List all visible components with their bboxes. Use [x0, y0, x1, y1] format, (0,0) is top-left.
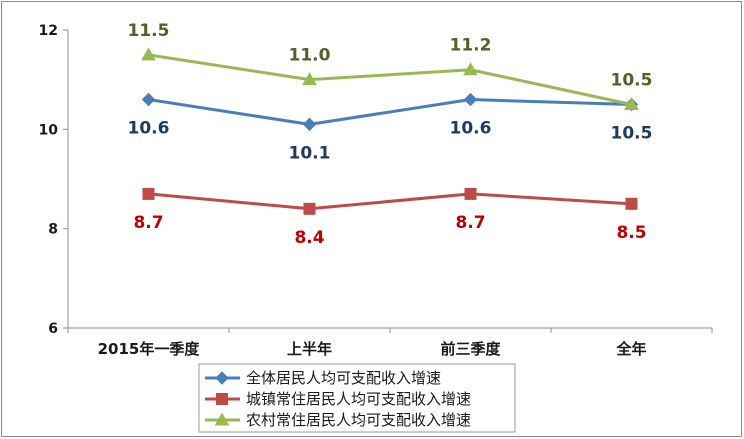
data-label: 10.5 — [611, 124, 653, 144]
series-point — [142, 187, 155, 200]
legend-label: 城镇常住居民人均可支配收入增速 — [246, 390, 471, 408]
series-point — [624, 96, 639, 110]
series-point — [302, 117, 317, 132]
y-tick-label: 6 — [48, 321, 58, 337]
data-label: 10.1 — [289, 143, 331, 163]
data-label: 11.0 — [289, 46, 331, 66]
legend-label: 农村常住居民人均可支配收入增速 — [246, 411, 471, 429]
legend-marker — [214, 412, 230, 426]
series-1 — [141, 92, 639, 132]
series-point — [625, 197, 638, 210]
series-point — [463, 92, 478, 107]
data-label: 8.4 — [294, 228, 324, 248]
data-label: 8.5 — [616, 223, 646, 243]
series-point — [302, 72, 317, 86]
x-tick-label: 全年 — [615, 340, 646, 358]
series-point — [141, 47, 156, 61]
legend-marker — [215, 371, 229, 385]
x-tick-label: 前三季度 — [440, 340, 501, 358]
legend-marker — [216, 393, 228, 405]
series-3 — [141, 47, 639, 110]
legend-label: 全体居民人均可支配收入增速 — [246, 369, 441, 387]
data-label: 8.7 — [455, 213, 485, 233]
data-label: 8.7 — [133, 213, 163, 233]
series-point — [464, 187, 477, 200]
x-tick-label: 2015年一季度 — [98, 340, 201, 358]
series-group — [141, 47, 639, 215]
x-tick-label: 上半年 — [287, 340, 332, 358]
y-tick-label: 8 — [48, 222, 58, 238]
data-label: 11.2 — [450, 36, 492, 56]
data-label: 10.5 — [611, 71, 653, 91]
series-point — [141, 92, 156, 107]
data-label: 10.6 — [128, 119, 170, 139]
series-line — [148, 98, 632, 126]
series-line — [148, 192, 632, 211]
series-point — [463, 62, 478, 76]
data-label: 11.5 — [128, 21, 170, 41]
x-tick-labels: 2015年一季度 上半年 前三季度 全年 — [98, 340, 647, 358]
series-point — [303, 202, 316, 215]
data-label: 10.6 — [450, 119, 492, 139]
series-2 — [142, 187, 638, 215]
legend: 全体居民人均可支配收入增速城镇常住居民人均可支配收入增速农村常住居民人均可支配收… — [198, 363, 516, 433]
series-line — [148, 53, 632, 106]
y-tick-label: 12 — [39, 23, 58, 39]
data-labels: 10.6 10.1 10.6 10.5 8.7 8.4 8.7 8.5 11.5 11.0 11.2… — [128, 21, 653, 248]
chart-axes — [63, 29, 713, 333]
legend-box — [198, 363, 516, 433]
y-tick-label: 10 — [39, 122, 59, 138]
y-tick-labels: 6 8 10 12 — [39, 23, 59, 337]
